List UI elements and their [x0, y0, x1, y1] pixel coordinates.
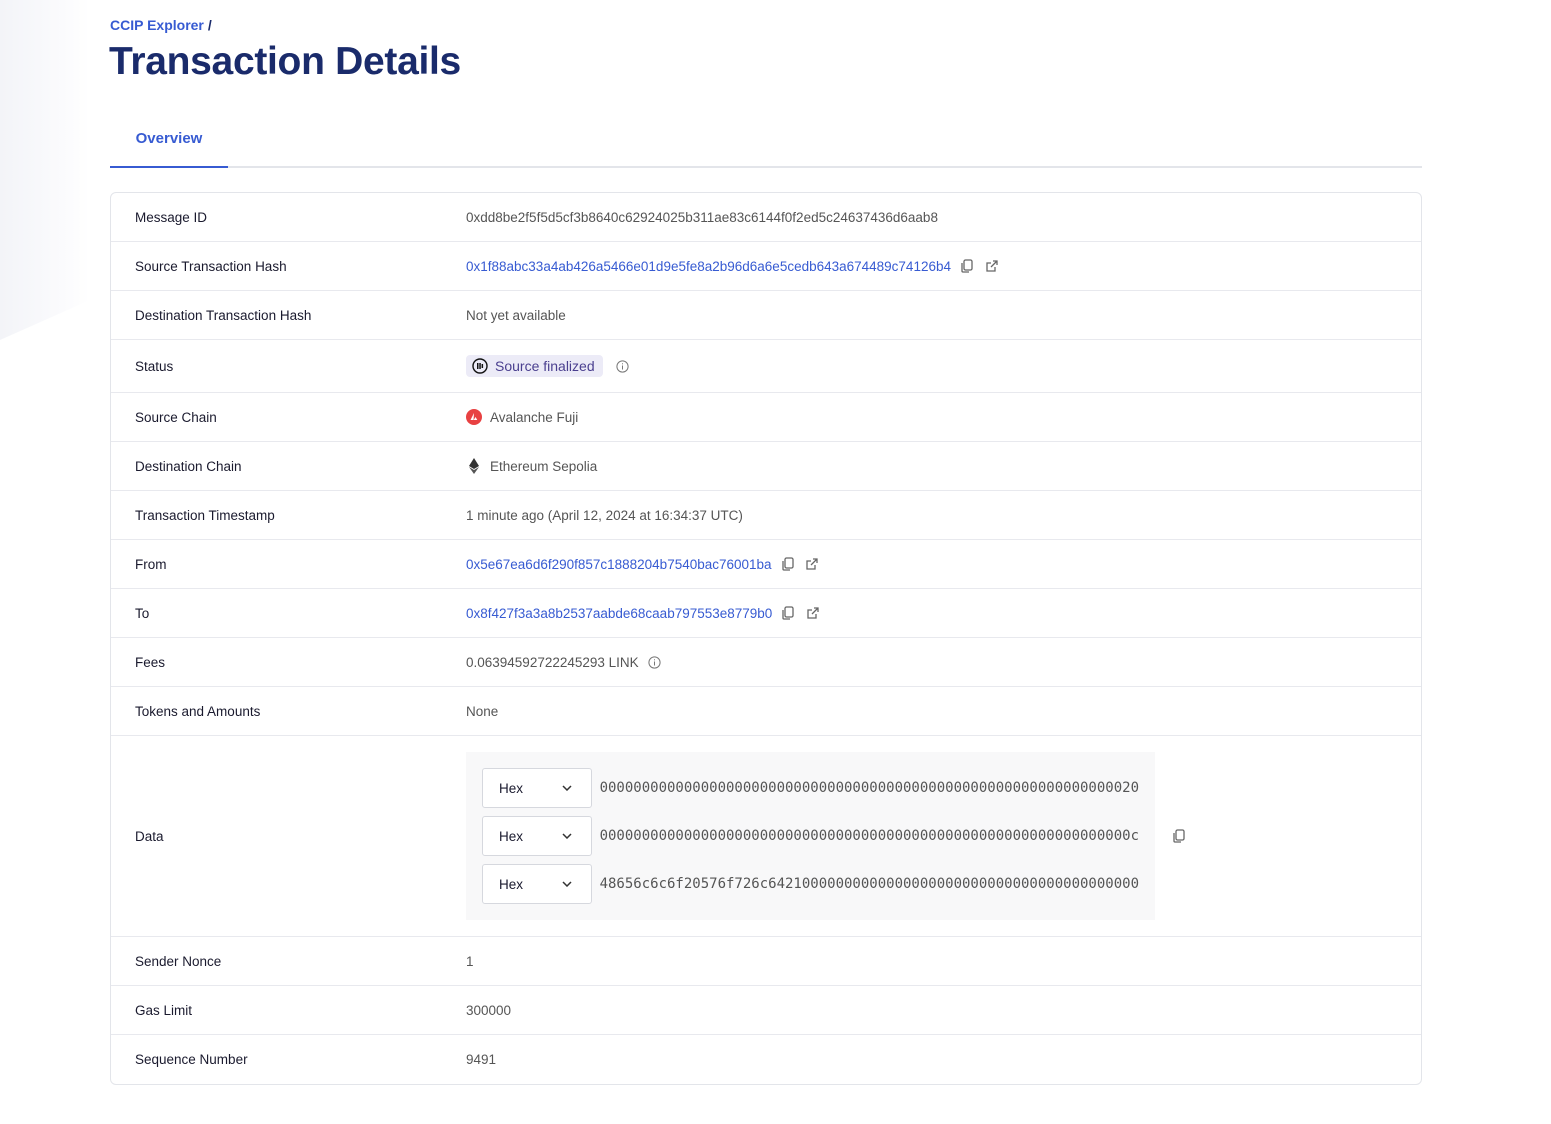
info-icon[interactable] [615, 358, 631, 374]
row-dest-chain: Destination Chain Ethereum Sepolia [111, 442, 1421, 491]
data-hex-value: 0000000000000000000000000000000000000000… [599, 828, 1139, 844]
row-timestamp: Transaction Timestamp 1 minute ago (April… [111, 491, 1421, 540]
copy-icon[interactable] [959, 258, 975, 274]
row-source-tx-hash: Source Transaction Hash 0x1f88abc33a4ab42… [111, 242, 1421, 291]
source-chain-value: Avalanche Fuji [490, 409, 579, 425]
status-progress-icon [472, 358, 488, 374]
row-message-id: Message ID 0xdd8be2f5f5d5cf3b8640c6292402… [111, 193, 1421, 242]
details-card: Message ID 0xdd8be2f5f5d5cf3b8640c6292402… [110, 192, 1422, 1085]
sequence-number-value: 9491 [466, 1052, 497, 1067]
gas-limit-value: 300000 [466, 1002, 512, 1018]
external-link-icon[interactable] [983, 258, 999, 274]
label: Transaction Timestamp [135, 507, 275, 523]
timestamp-value: 1 minute ago (April 12, 2024 at 16:34:37… [466, 507, 743, 523]
external-link-icon[interactable] [804, 556, 820, 572]
row-to: To 0x8f427f3a3a8b2537aabde68caab797553e87… [111, 589, 1421, 638]
dest-tx-hash-value: Not yet available [466, 307, 566, 323]
status-badge: Source finalized [466, 355, 603, 377]
row-dest-tx-hash: Destination Transaction Hash Not yet avai… [111, 291, 1421, 340]
label: From [135, 556, 167, 572]
format-select[interactable]: Hex [482, 816, 592, 856]
data-box: Hex 0000000000000000000000000000000000000… [466, 752, 1155, 920]
row-data: Data Hex 00000000000000000000000000000000… [111, 736, 1421, 937]
external-link-icon[interactable] [804, 605, 820, 621]
ethereum-icon [466, 458, 482, 474]
copy-icon[interactable] [1171, 828, 1187, 844]
data-line: Hex 0000000000000000000000000000000000000… [482, 768, 1139, 808]
avalanche-icon [466, 409, 482, 425]
fees-value: 0.06394592722245293 LINK [466, 654, 639, 670]
row-fees: Fees 0.06394592722245293 LINK [111, 638, 1421, 687]
label: Data [135, 828, 164, 844]
source-tx-hash-link[interactable]: 0x1f88abc33a4ab426a5466e01d9e5fe8a2b96d6… [466, 258, 951, 274]
row-tokens: Tokens and Amounts None [111, 687, 1421, 736]
format-select[interactable]: Hex [482, 768, 592, 808]
data-hex-value: 48656c6c6f20576f726c64210000000000000000… [599, 876, 1139, 892]
label: To [135, 605, 150, 621]
dest-chain-value: Ethereum Sepolia [490, 458, 598, 474]
chevron-down-icon [559, 828, 575, 844]
breadcrumb-ccip-explorer[interactable]: CCIP Explorer [110, 17, 204, 33]
format-select[interactable]: Hex [482, 864, 592, 904]
label: Fees [135, 654, 166, 670]
copy-icon[interactable] [780, 556, 796, 572]
row-sequence-number: Sequence Number 9491 [111, 1035, 1421, 1084]
tab-bar: Overview [110, 118, 1422, 168]
label: Status [135, 358, 174, 374]
info-icon[interactable] [647, 654, 663, 670]
format-select-value: Hex [499, 828, 524, 844]
status-text: Source finalized [495, 358, 595, 374]
row-source-chain: Source Chain Avalanche Fuji [111, 393, 1421, 442]
sender-nonce-value: 1 [466, 953, 474, 969]
label: Tokens and Amounts [135, 703, 261, 719]
row-from: From 0x5e67ea6d6f290f857c1888204b7540bac7… [111, 540, 1421, 589]
format-select-value: Hex [499, 780, 524, 796]
breadcrumb: CCIP Explorer / [110, 17, 212, 33]
format-select-value: Hex [499, 876, 524, 892]
page-title: Transaction Details [109, 40, 461, 83]
to-address-link[interactable]: 0x8f427f3a3a8b2537aabde68caab797553e8779… [466, 605, 773, 621]
label: Source Transaction Hash [135, 258, 287, 274]
data-hex-value: 0000000000000000000000000000000000000000… [599, 780, 1139, 796]
label: Gas Limit [135, 1002, 193, 1018]
row-gas-limit: Gas Limit 300000 [111, 986, 1421, 1035]
background-decoration [0, 0, 90, 340]
tokens-value: None [466, 703, 499, 719]
breadcrumb-separator: / [207, 17, 212, 33]
message-id-value: 0xdd8be2f5f5d5cf3b8640c62924025b311ae83c… [466, 209, 938, 225]
label: Sequence Number [135, 1052, 248, 1067]
label: Destination Chain [135, 458, 242, 474]
chevron-down-icon [559, 876, 575, 892]
tab-overview[interactable]: Overview [110, 118, 228, 168]
data-line: Hex 48656c6c6f20576f726c64210000000000000… [482, 864, 1139, 904]
data-line: Hex 0000000000000000000000000000000000000… [482, 816, 1139, 856]
row-status: Status Source finalized [111, 340, 1421, 393]
label: Source Chain [135, 409, 217, 425]
label: Message ID [135, 209, 208, 225]
label: Destination Transaction Hash [135, 307, 312, 323]
from-address-link[interactable]: 0x5e67ea6d6f290f857c1888204b7540bac76001… [466, 556, 772, 572]
copy-icon[interactable] [780, 605, 796, 621]
row-sender-nonce: Sender Nonce 1 [111, 937, 1421, 986]
label: Sender Nonce [135, 953, 222, 969]
chevron-down-icon [559, 780, 575, 796]
